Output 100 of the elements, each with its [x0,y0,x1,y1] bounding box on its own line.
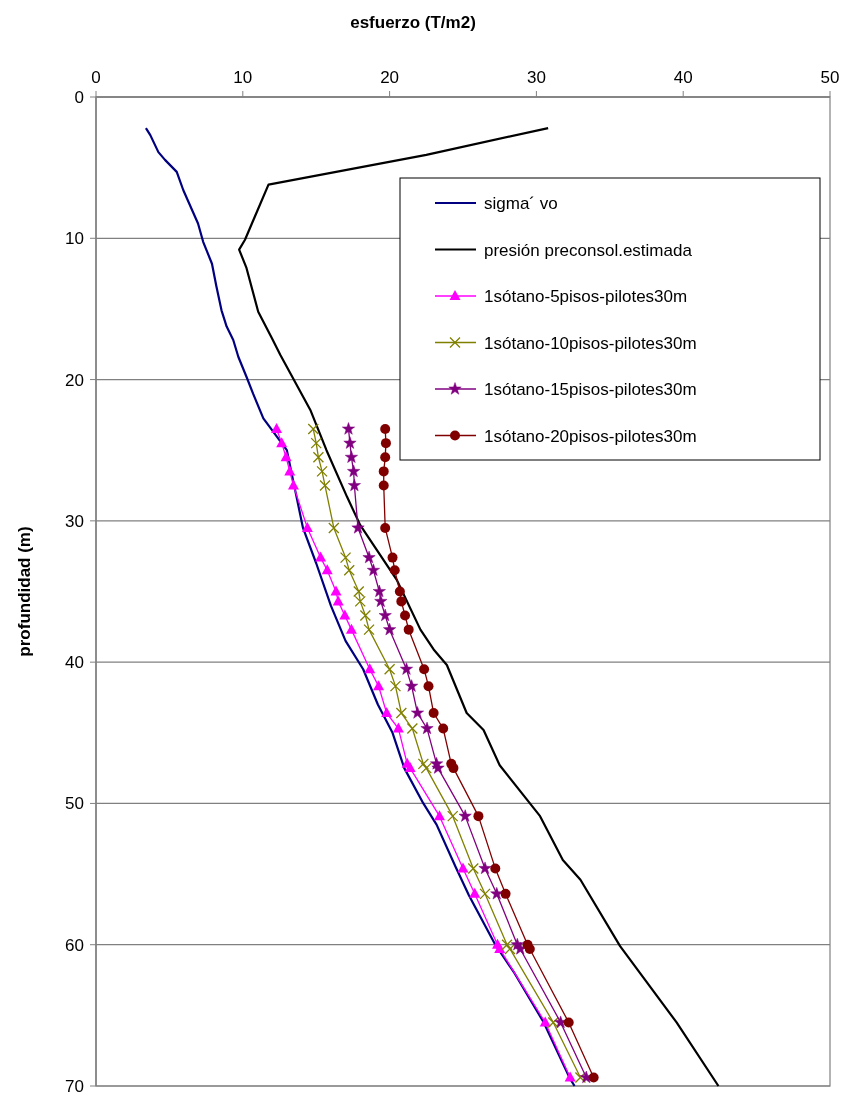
point [347,478,361,492]
line-series [238,126,720,1088]
point [280,451,292,462]
legend-label: 1sótano-20pisos-pilotes30m [484,426,697,446]
point [417,758,430,770]
x-tick-label: 10 [233,68,253,87]
point [406,722,418,735]
legend-label: 1sótano-5pisos-pilotes30m [484,287,688,306]
point [447,810,459,822]
point [478,861,492,874]
x-tick-label: 50 [820,68,840,87]
point [347,464,361,477]
point [276,437,288,448]
point [564,1071,576,1082]
point [345,450,358,463]
y-tick-label: 0 [74,88,84,107]
y-tick-label: 30 [65,511,84,531]
point [395,707,407,719]
y-tick-label: 20 [65,370,84,390]
point [367,563,380,576]
point [374,594,388,607]
point [490,887,504,900]
point [400,610,411,621]
point [420,762,432,774]
point [448,763,459,774]
legend-label: presión preconsol.estimada [484,240,693,260]
point [339,551,352,564]
x-tick-label: 0 [91,68,101,87]
point [328,522,340,534]
y-tick-label: 10 [65,229,84,249]
point [387,552,398,563]
point [513,942,527,955]
point [378,466,389,477]
point [411,706,424,719]
x-tick-label: 30 [526,68,546,87]
point [403,624,414,635]
point [438,723,449,734]
point [588,1072,599,1083]
legend-label: 1sótano-10pisos-pilotes30m [484,333,697,353]
point [307,423,319,435]
x-tick-label: 40 [673,68,693,87]
point [380,452,391,463]
point [539,1016,551,1027]
y-axis-title: profundidad (m) [15,526,34,657]
point [343,564,355,576]
point [579,1070,593,1084]
point [389,565,400,576]
point [547,1016,559,1029]
point [339,609,351,620]
point [332,595,344,606]
point [469,887,481,898]
point [380,424,391,435]
point [458,809,472,822]
point [354,595,366,608]
point [419,664,430,675]
point [319,479,331,492]
point [345,623,357,634]
x-tick-label: 20 [380,68,400,87]
point [380,438,391,449]
point [315,551,327,562]
point [330,585,342,596]
point [490,863,501,874]
point [473,811,484,822]
point [373,680,385,691]
point [434,810,446,821]
point [372,584,386,598]
point [378,480,389,491]
point [467,862,479,875]
point [524,943,535,954]
point [351,521,365,534]
point [321,564,333,575]
point [404,762,416,773]
point [400,662,413,675]
y-tick-label: 40 [65,653,84,673]
point [389,680,402,692]
point [316,465,328,478]
point [364,663,376,674]
point [363,624,375,636]
point [381,707,393,718]
point [420,721,434,735]
point [504,943,516,955]
point [362,550,376,564]
point [479,888,491,900]
point [342,422,355,435]
point [457,862,469,873]
point [380,522,391,533]
legend-label: 1sótano-15pisos-pilotes30m [484,380,697,399]
point [428,708,439,719]
point [392,722,404,733]
point [310,437,322,449]
point [343,436,357,449]
point [284,465,296,476]
point [501,939,513,951]
x-axis-title: esfuerzo (T/m2) [350,13,476,32]
y-tick-label: 60 [65,935,84,955]
point [574,1071,587,1084]
point [359,609,372,622]
point [405,679,419,692]
point [396,596,407,607]
point [312,451,325,463]
